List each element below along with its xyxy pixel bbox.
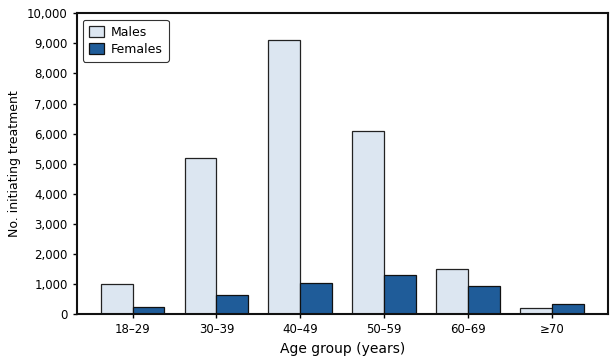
X-axis label: Age group (years): Age group (years) [280,342,405,356]
Bar [300,282,332,314]
Bar [352,131,384,314]
Legend: Males, Females: Males, Females [83,20,169,62]
Bar [384,275,416,314]
Bar [132,306,164,314]
Bar [185,158,216,314]
Bar [520,308,552,314]
Y-axis label: No. initiating treatment: No. initiating treatment [9,90,22,237]
Bar [269,40,300,314]
Bar [552,304,583,314]
Bar [436,269,468,314]
Bar [216,294,248,314]
Bar [468,285,500,314]
Bar [101,284,132,314]
